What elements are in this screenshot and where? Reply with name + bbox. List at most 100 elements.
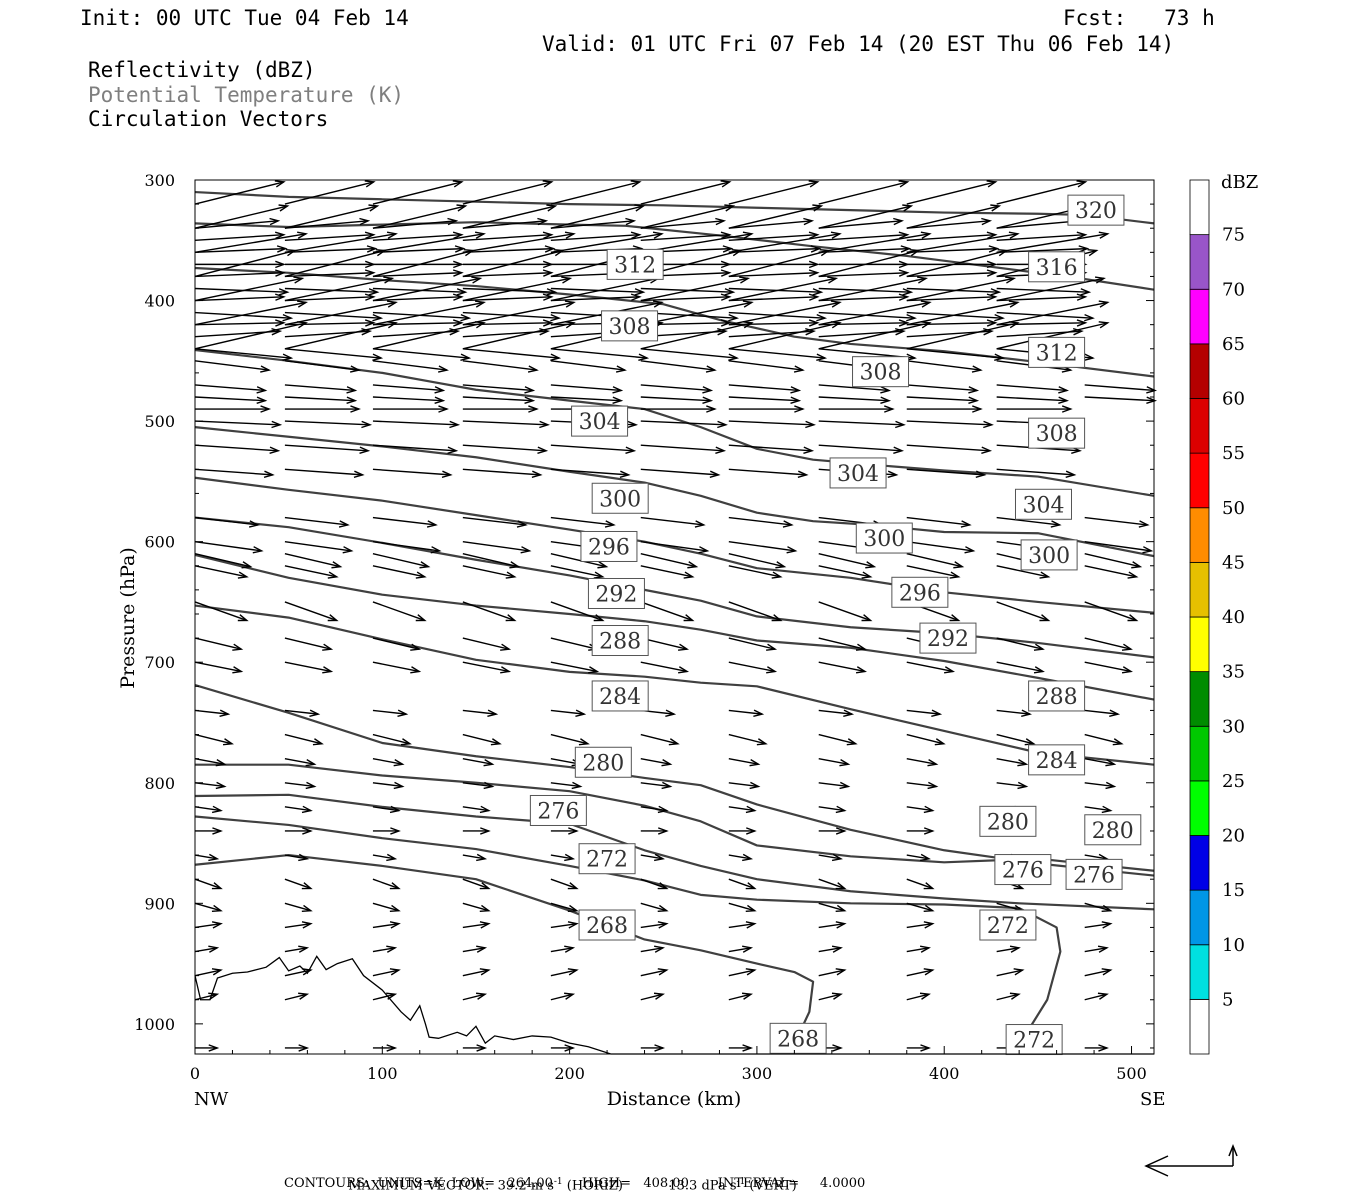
circulation-vector <box>818 902 847 913</box>
circulation-vector <box>818 781 851 790</box>
circulation-vector <box>640 405 717 413</box>
circulation-vector <box>996 327 1084 338</box>
circulation-vector <box>640 444 727 454</box>
circulation-vector <box>284 540 354 554</box>
circulation-vector <box>906 231 998 241</box>
circulation-vector <box>284 661 334 674</box>
circulation-vector <box>728 180 820 205</box>
circulation-vector <box>372 287 468 296</box>
circulation-vector <box>818 327 906 338</box>
circulation-vector <box>728 468 809 479</box>
circulation-vector <box>372 396 446 404</box>
contour-label: 312 <box>606 248 664 280</box>
svg-text:304: 304 <box>1022 493 1064 518</box>
circulation-vector <box>728 805 757 814</box>
circulation-vector <box>462 733 502 746</box>
circulation-vector <box>728 709 765 717</box>
colorbar-swatch <box>1189 889 1210 946</box>
circulation-vector <box>906 968 935 977</box>
circulation-vector <box>906 921 935 929</box>
circulation-vector <box>284 276 395 302</box>
circulation-vector <box>462 276 573 302</box>
circulation-vector <box>284 968 313 977</box>
circulation-vector <box>372 260 464 269</box>
circulation-vector <box>462 709 499 717</box>
circulation-vector <box>372 348 472 361</box>
circulation-vector <box>818 276 929 302</box>
circulation-vector <box>906 248 1009 278</box>
circulation-vector <box>195 260 286 269</box>
circulation-vector <box>372 269 464 278</box>
circulation-vector <box>462 601 517 622</box>
circulation-vector <box>194 902 223 913</box>
circulation-vector <box>550 637 600 651</box>
y-tick-label: 800 <box>144 774 175 793</box>
circulation-vector <box>906 757 939 767</box>
circulation-vector <box>640 945 665 953</box>
contour-label: 288 <box>1028 680 1086 712</box>
circulation-vector <box>550 287 646 296</box>
circulation-vector <box>818 757 851 767</box>
circulation-vector <box>728 327 816 338</box>
circulation-vector <box>550 444 637 454</box>
x-axis-title: Distance (km) <box>607 1088 742 1110</box>
circulation-vector <box>906 293 998 302</box>
circulation-vector <box>372 921 401 929</box>
circulation-vector <box>284 269 376 278</box>
contour-label: 308 <box>601 310 659 342</box>
circulation-vector <box>550 827 579 835</box>
y-tick-label: 300 <box>144 171 175 190</box>
circulation-vector <box>818 921 847 929</box>
svg-text:312: 312 <box>614 253 656 278</box>
circulation-vector <box>284 360 361 373</box>
svg-text:272: 272 <box>586 848 628 873</box>
circulation-vector <box>640 204 736 229</box>
isentrope-280 <box>195 763 1155 872</box>
circulation-vector <box>640 420 728 429</box>
circulation-vector <box>906 276 1017 302</box>
contour-label: 284 <box>591 680 649 712</box>
forecast-hour: Fcst: 73 h <box>1063 6 1215 30</box>
circulation-vector <box>372 945 398 953</box>
circulation-vector <box>996 319 1088 327</box>
colorbar-level-label: 10 <box>1222 935 1245 956</box>
circulation-vector <box>194 565 249 579</box>
circulation-vector <box>728 217 815 229</box>
circulation-vector <box>284 902 313 913</box>
circulation-vector <box>284 396 358 404</box>
circulation-vector <box>818 321 932 350</box>
circulation-vector <box>906 733 946 746</box>
svg-text:300: 300 <box>1028 544 1070 569</box>
colorbar-swatch <box>1189 452 1210 509</box>
circulation-vector <box>728 637 778 651</box>
circulation-vector <box>996 992 1021 1001</box>
circulation-vector <box>728 245 822 254</box>
circulation-vector <box>818 968 847 977</box>
circulation-vector <box>194 992 220 1001</box>
circulation-vector <box>194 757 227 767</box>
circulation-vector <box>640 396 714 404</box>
circulation-vector <box>462 420 550 429</box>
circulation-vector <box>906 992 931 1001</box>
isentrope-284 <box>194 684 1155 877</box>
circulation-vector <box>906 311 1005 322</box>
x-tick-label: 300 <box>742 1064 773 1083</box>
circulation-vector <box>996 321 1110 350</box>
circulation-vector <box>462 360 539 373</box>
circulation-vector <box>906 1044 931 1052</box>
circulation-vector <box>284 319 376 327</box>
circulation-vector <box>640 853 665 862</box>
circulation-vector <box>462 300 576 326</box>
circulation-vector <box>195 405 272 413</box>
circulation-vector <box>906 405 983 413</box>
circulation-vector <box>906 327 994 338</box>
circulation-vector <box>194 420 283 429</box>
circulation-vector <box>550 180 642 205</box>
svg-text:276: 276 <box>1073 863 1115 888</box>
circulation-vector <box>462 921 491 929</box>
circulation-vector <box>462 348 562 361</box>
circulation-vector <box>194 396 268 404</box>
circulation-vector <box>550 601 605 622</box>
circulation-vector <box>1084 921 1113 929</box>
circulation-vector <box>194 311 294 322</box>
